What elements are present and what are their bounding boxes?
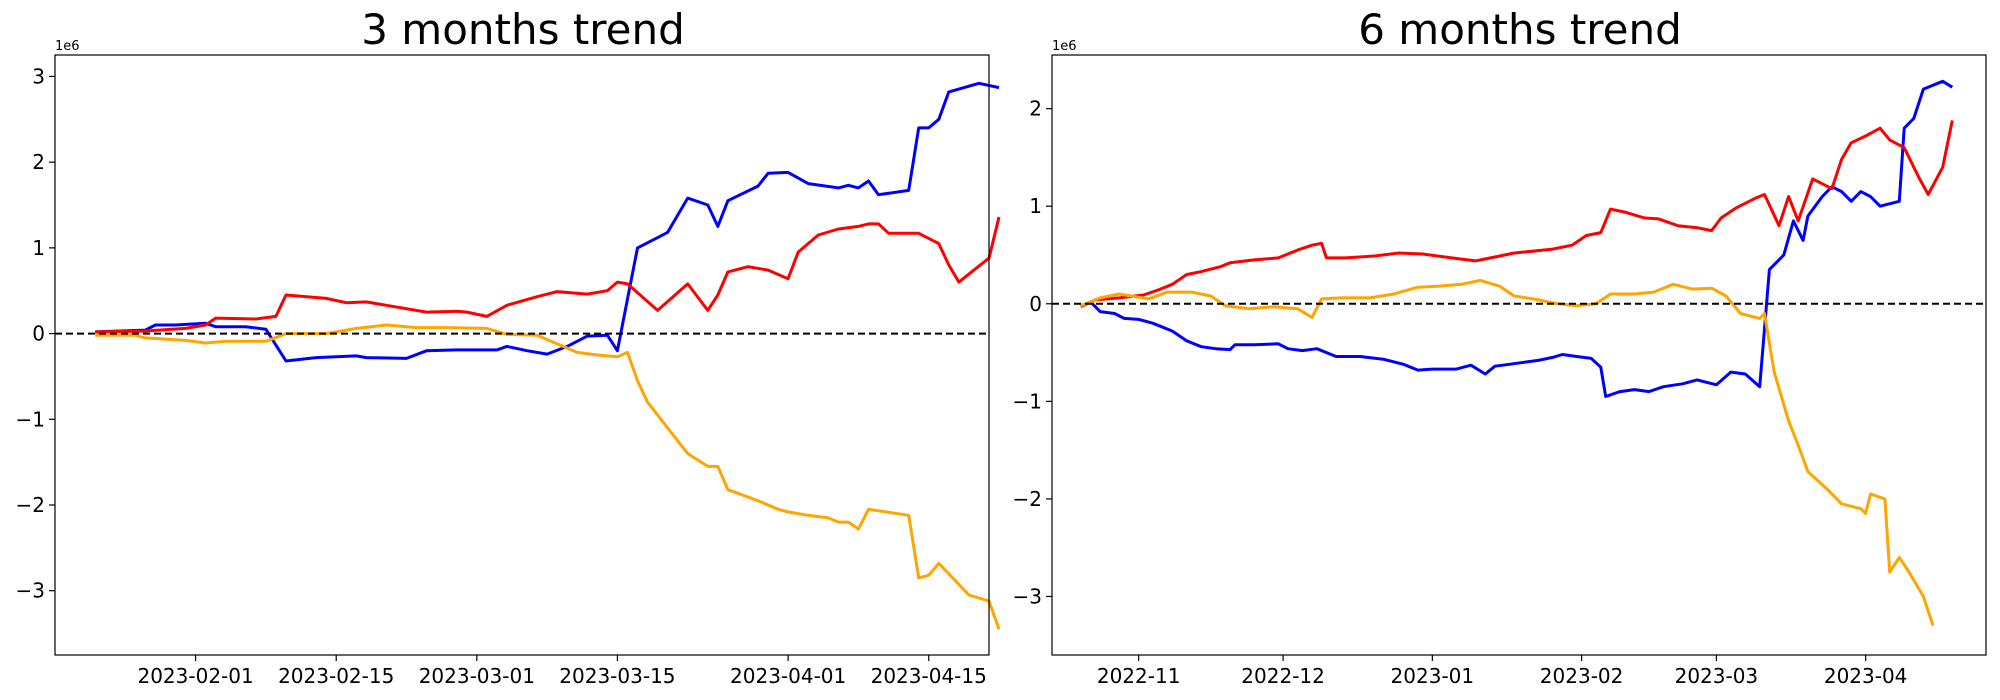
y-tick-label: 0 (1029, 292, 1042, 316)
plot-frame (54, 54, 990, 656)
y-tick-label: −1 (16, 407, 45, 431)
x-tick-label: 2023-01 (1391, 664, 1475, 688)
x-tick-label: 2023-03-15 (559, 664, 675, 688)
chart-title: 3 months trend (361, 5, 685, 54)
x-tick-label: 2023-04-01 (730, 664, 846, 688)
y-tick-label: 1 (32, 236, 45, 260)
chart-3-months: 3 months trend 1e6 3 2 1 0 −1 −2 −3 2023-02-01 2… (16, 5, 1001, 688)
x-tick-label: 2023-04-15 (871, 664, 987, 688)
y-offset-label: 1e6 (1052, 39, 1077, 54)
series-line-1 (95, 216, 1001, 334)
series-line-2 (95, 323, 1001, 630)
x-tick-label: 2023-03-01 (419, 664, 535, 688)
chart-title: 6 months trend (1358, 5, 1682, 54)
y-tick-label: −3 (1013, 584, 1042, 608)
x-tick-label: 2022-12 (1241, 664, 1325, 688)
x-tick-label: 2023-02 (1540, 664, 1624, 688)
chart-6-months: 6 months trend 1e6 2 1 0 −1 −2 −3 2022-11 2022-… (1013, 5, 1987, 688)
series-line-0 (95, 81, 1000, 363)
x-tick-label: 2022-11 (1097, 664, 1181, 688)
plot-frame (1051, 54, 1987, 656)
y-tick-label: −2 (16, 493, 45, 517)
x-tick-label: 2023-02-15 (278, 664, 394, 688)
y-tick-label: 2 (32, 150, 45, 174)
series-line-0 (1080, 79, 1954, 398)
y-tick-label: −3 (16, 579, 45, 603)
series-line-1 (1080, 120, 1954, 309)
y-tick-label: 3 (32, 64, 45, 88)
y-offset-label: 1e6 (55, 39, 80, 54)
y-tick-label: −2 (1013, 487, 1042, 511)
y-tick-label: 0 (32, 322, 45, 346)
x-tick-label: 2023-03 (1675, 664, 1759, 688)
series-line-2 (1080, 278, 1935, 627)
y-tick-label: 1 (1029, 194, 1042, 218)
y-tick-label: 2 (1029, 97, 1042, 121)
x-tick-label: 2023-02-01 (137, 664, 253, 688)
y-tick-label: −1 (1013, 389, 1042, 413)
x-tick-label: 2023-04 (1824, 664, 1908, 688)
